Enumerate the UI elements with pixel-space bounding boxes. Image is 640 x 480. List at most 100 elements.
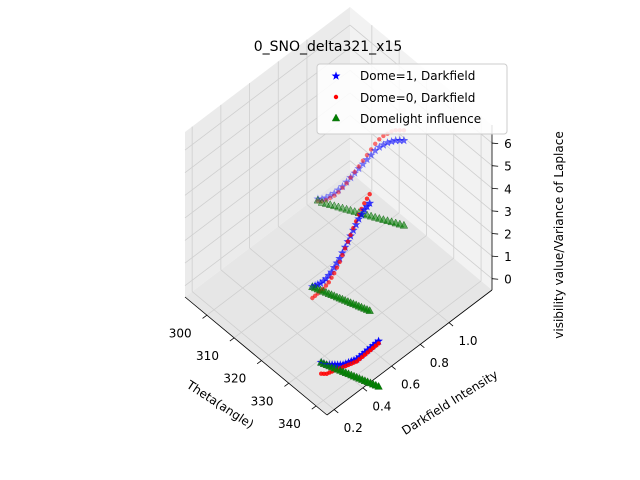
x-tick (202, 314, 208, 319)
dome1-point (357, 210, 366, 219)
z-tick-label: 2 (504, 228, 512, 242)
legend-label-domelight: Domelight influence (360, 112, 481, 126)
grid-z-back (349, 160, 493, 280)
z-axis-label: visibility value/Variance of Laplace (552, 131, 566, 338)
dome0-point (368, 147, 374, 152)
dome0-point (342, 246, 348, 251)
dome1-point (344, 357, 353, 367)
legend-marker-star (331, 71, 341, 80)
dome0-point (352, 169, 357, 175)
legend-box (316, 63, 508, 135)
dome1-point (383, 138, 392, 147)
dome1-point (362, 202, 372, 211)
dome1-point (324, 270, 334, 280)
dome0-point (326, 280, 331, 285)
dome1-point (338, 182, 347, 191)
domelight-point (365, 306, 374, 314)
grid-z-side (184, 24, 351, 151)
y-tick (362, 387, 368, 392)
domelight-point (399, 220, 409, 229)
dome1-point (366, 343, 375, 352)
y-tick-label: 0.4 (372, 399, 391, 413)
z-tick-label: 6 (504, 137, 512, 151)
z-tick (491, 278, 499, 280)
chart-title: 0_SNO_delta321_x15 (254, 39, 403, 55)
x-tick (284, 382, 290, 387)
grid-z-back (349, 137, 493, 257)
z-tick (491, 233, 499, 235)
dome1-point (395, 135, 405, 145)
dome0-point (364, 196, 370, 201)
y-tick (391, 365, 396, 370)
dome1-point (316, 278, 325, 288)
dome0-point (323, 283, 329, 288)
dome1-point (313, 279, 323, 289)
grid-z-side (184, 160, 351, 287)
dome1-point (338, 248, 347, 257)
dome1-point (334, 185, 343, 194)
z-tick (491, 165, 499, 167)
dome0-point (337, 259, 342, 265)
dome1-point (341, 359, 351, 368)
y-tick-label: 0.8 (430, 356, 449, 370)
dome1-point (327, 267, 336, 276)
dome0-point (360, 158, 366, 163)
dome1-point (350, 168, 360, 177)
legend-entry-dome0: Dome=0, Darkfield (333, 91, 475, 105)
dome1-point (352, 354, 362, 363)
dome1-point (366, 150, 376, 159)
x-tick (311, 405, 317, 410)
grid-x-floor (288, 257, 455, 384)
dome1-point (325, 191, 335, 200)
dome1-point (329, 263, 339, 272)
dome0-point (340, 185, 345, 190)
grid-x-floor (315, 280, 482, 407)
legend-entry-domelight: Domelight influence (331, 112, 481, 126)
x-tick (256, 360, 262, 365)
z-tick-label: 3 (504, 205, 512, 219)
dome1-point (354, 214, 364, 223)
dome1-point (360, 347, 370, 357)
dome1-point (374, 336, 383, 345)
dome0-point (332, 193, 337, 198)
dome1-point (342, 177, 351, 186)
x-tick-label: 300 (169, 326, 192, 340)
dome0-point (348, 232, 353, 238)
z-tick-label: 0 (504, 273, 512, 287)
legend-circle-icon (333, 94, 339, 100)
y-tick (333, 409, 339, 414)
y-axis-line (326, 289, 493, 416)
dome1-point (329, 188, 339, 198)
x-tick (229, 337, 235, 342)
dome1-point (346, 356, 356, 366)
dome0-point (336, 190, 341, 195)
z-tick-label: 5 (504, 160, 512, 174)
z-tick (491, 187, 499, 190)
dome1-point (321, 274, 331, 283)
dome0-point (376, 341, 381, 346)
x-tick-label: 340 (278, 417, 301, 431)
legend-entry-dome1: Dome=1, Darkfield (331, 69, 475, 83)
grid-z-side (184, 115, 351, 241)
grid-z-back (349, 115, 493, 234)
dome1-point (371, 338, 381, 348)
side-pane-yz (185, 7, 350, 297)
dome0-point (348, 175, 353, 180)
dome1-point (349, 355, 359, 364)
dome1-point (387, 137, 396, 146)
dome0-point (344, 181, 349, 186)
dome0-point (345, 239, 351, 244)
z-tick (491, 142, 499, 145)
grid-y-floor (191, 291, 335, 410)
y-tick-label: 0.2 (344, 421, 363, 435)
domelight-point (313, 195, 323, 204)
y-tick-label: 1.0 (458, 334, 477, 348)
x-tick-label: 320 (223, 372, 246, 386)
z-tick (491, 210, 499, 212)
grid-x-floor (233, 212, 400, 339)
floor-pane-xy (185, 172, 492, 415)
dome1-point (368, 341, 378, 350)
z-tick-label: 4 (504, 182, 512, 196)
x-tick-label: 330 (251, 394, 274, 408)
